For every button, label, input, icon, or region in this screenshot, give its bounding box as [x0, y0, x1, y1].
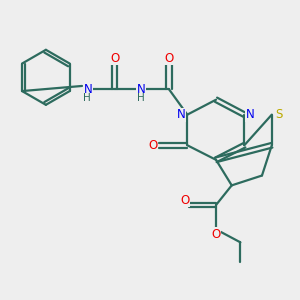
Text: O: O	[148, 139, 158, 152]
Text: N: N	[137, 82, 146, 96]
Text: H: H	[83, 93, 91, 103]
Text: S: S	[275, 108, 283, 121]
Text: O: O	[164, 52, 173, 64]
Text: O: O	[180, 194, 189, 207]
Text: O: O	[110, 52, 119, 64]
Text: N: N	[246, 108, 255, 121]
Text: O: O	[212, 228, 220, 241]
Text: H: H	[137, 93, 144, 103]
Text: N: N	[177, 108, 186, 121]
Text: N: N	[83, 82, 92, 96]
